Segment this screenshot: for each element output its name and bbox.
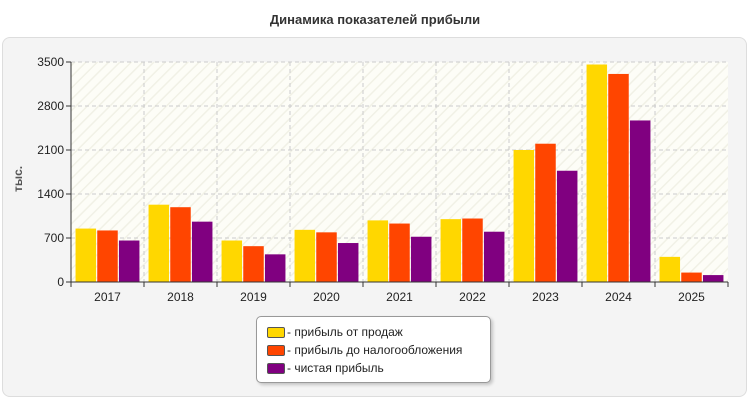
bar (702, 275, 724, 282)
x-tick-label: 2022 (459, 290, 486, 304)
legend-item: - прибыль до налогообложения (267, 341, 490, 359)
x-tick-labels: 2017 2018 2019 2020 2021 2022 2023 2024 2025 (94, 290, 705, 304)
bar (337, 243, 359, 282)
bar (148, 204, 170, 282)
chart-title: Динамика показателей прибыли (269, 12, 481, 27)
legend: - прибыль от продаж - прибыль до налогоо… (256, 316, 491, 383)
bar (535, 143, 556, 282)
bar (462, 218, 483, 282)
y-tick-label: 0 (57, 275, 64, 289)
bar (440, 219, 462, 282)
x-tick-label: 2021 (386, 290, 413, 304)
bar (556, 170, 578, 282)
legend-label: - прибыль до налогообложения (287, 343, 463, 357)
bar (264, 254, 286, 282)
x-tick-label: 2019 (240, 290, 267, 304)
legend-swatch-1 (267, 344, 285, 356)
x-tick-label: 2025 (678, 290, 705, 304)
axes (66, 61, 729, 287)
bar (586, 64, 608, 282)
bar (170, 207, 191, 282)
bar (608, 73, 629, 282)
bar (316, 232, 337, 282)
bar (118, 240, 140, 282)
x-tick-label: 2018 (167, 290, 194, 304)
bar (294, 229, 316, 282)
legend-label: - прибыль от продаж (287, 325, 403, 339)
legend-swatch-0 (267, 326, 285, 338)
bar (681, 272, 702, 282)
bar (367, 220, 389, 282)
y-tick-label: 2100 (37, 143, 64, 157)
bar (97, 230, 118, 282)
x-tick-label: 2017 (94, 290, 121, 304)
bar (483, 231, 505, 282)
bars (75, 64, 724, 282)
y-tick-label: 2800 (37, 99, 64, 113)
y-tick-label: 3500 (37, 55, 64, 69)
bar (410, 236, 432, 282)
legend-item: - чистая прибыль (267, 359, 490, 377)
legend-label: - чистая прибыль (287, 361, 384, 375)
x-tick-label: 2023 (532, 290, 559, 304)
y-tick-label: 1400 (37, 187, 64, 201)
y-tick-labels: 0 700 1400 2100 2800 3500 (37, 55, 64, 289)
legend-swatch-2 (267, 362, 285, 374)
bar (75, 228, 97, 282)
bar (389, 223, 410, 282)
legend-item: - прибыль от продаж (267, 323, 490, 341)
bar (513, 150, 535, 282)
bar (629, 120, 651, 282)
bar (221, 240, 243, 282)
x-tick-label: 2024 (605, 290, 632, 304)
bar (659, 256, 681, 282)
bar (191, 221, 213, 282)
bar (243, 246, 264, 282)
y-tick-label: 700 (44, 231, 64, 245)
x-tick-label: 2020 (313, 290, 340, 304)
